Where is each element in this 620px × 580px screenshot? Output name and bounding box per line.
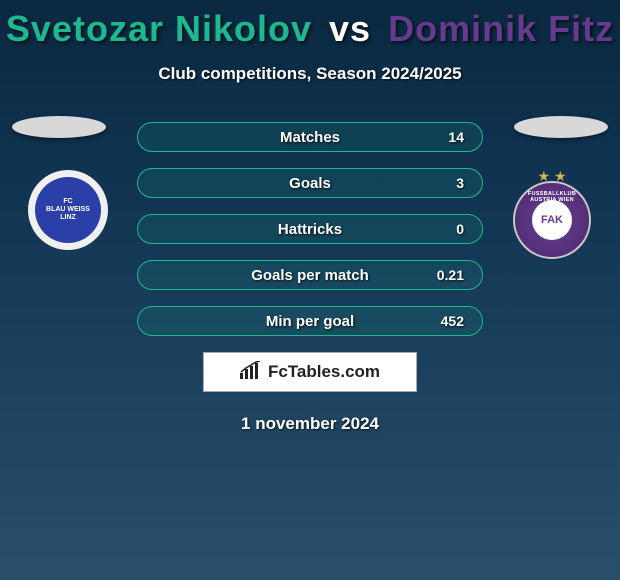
- club-badge-right: ★ ★ FUSSBALLKLUB AUSTRIA WIEN FAK: [512, 180, 592, 260]
- stat-bars: Matches 14 Goals 3 Hattricks 0 Goals per…: [137, 122, 483, 336]
- stat-row-min-per-goal: Min per goal 452: [137, 306, 483, 336]
- branding-box[interactable]: FcTables.com: [203, 352, 417, 392]
- stat-label: Goals per match: [138, 267, 482, 284]
- player2-avatar-placeholder: [514, 116, 608, 138]
- stat-label: Hattricks: [138, 221, 482, 238]
- vs-text: vs: [329, 8, 371, 49]
- player1-name: Svetozar Nikolov: [6, 8, 312, 49]
- club-badge-left-inner: FC BLAU WEISS LINZ: [35, 177, 101, 243]
- stat-label: Matches: [138, 129, 482, 146]
- stat-row-matches: Matches 14: [137, 122, 483, 152]
- stat-label: Goals: [138, 175, 482, 192]
- branding-text: FcTables.com: [268, 362, 380, 382]
- player2-name: Dominik Fitz: [388, 8, 614, 49]
- club-left-line1: FC: [63, 198, 72, 206]
- club-right-center: FAK: [532, 200, 572, 240]
- club-left-line2: BLAU WEISS: [46, 206, 90, 214]
- comparison-chart: FC BLAU WEISS LINZ ★ ★ FUSSBALLKLUB AUST…: [0, 122, 620, 336]
- club-left-line3: LINZ: [60, 214, 76, 222]
- branding-chart-icon: [240, 361, 262, 384]
- page-title: Svetozar Nikolov vs Dominik Fitz: [0, 0, 620, 50]
- stat-row-hattricks: Hattricks 0: [137, 214, 483, 244]
- date-text: 1 november 2024: [0, 414, 620, 434]
- stat-label: Min per goal: [138, 313, 482, 330]
- subtitle: Club competitions, Season 2024/2025: [0, 64, 620, 84]
- club-right-name: FUSSBALLKLUB AUSTRIA WIEN: [515, 191, 589, 203]
- club-badge-left: FC BLAU WEISS LINZ: [28, 170, 108, 250]
- stat-row-goals: Goals 3: [137, 168, 483, 198]
- player1-avatar-placeholder: [12, 116, 106, 138]
- stat-row-goals-per-match: Goals per match 0.21: [137, 260, 483, 290]
- club-right-center-text: FAK: [541, 214, 563, 226]
- club-badge-right-inner: FUSSBALLKLUB AUSTRIA WIEN FAK: [513, 181, 591, 259]
